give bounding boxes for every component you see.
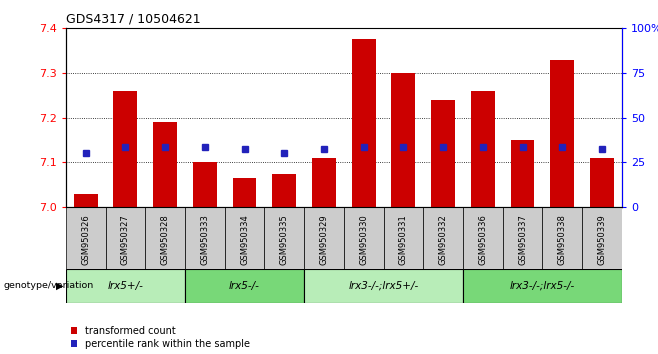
Text: GDS4317 / 10504621: GDS4317 / 10504621 <box>66 13 201 26</box>
Text: GSM950328: GSM950328 <box>161 215 170 265</box>
Bar <box>66 207 105 269</box>
Text: GSM950329: GSM950329 <box>319 215 328 265</box>
Bar <box>463 269 622 303</box>
Text: lrx5-/-: lrx5-/- <box>229 281 260 291</box>
Bar <box>113 91 138 207</box>
Bar <box>145 207 185 269</box>
Bar <box>463 207 503 269</box>
Bar <box>66 269 185 303</box>
Bar <box>105 207 145 269</box>
Text: GSM950332: GSM950332 <box>439 215 447 265</box>
Text: GSM950334: GSM950334 <box>240 215 249 265</box>
Text: GSM950338: GSM950338 <box>558 215 567 266</box>
Bar <box>384 207 423 269</box>
Bar <box>193 162 216 207</box>
Bar <box>343 207 384 269</box>
Bar <box>272 173 296 207</box>
Bar <box>550 59 574 207</box>
Text: GSM950337: GSM950337 <box>518 215 527 266</box>
Bar <box>582 207 622 269</box>
Text: GSM950330: GSM950330 <box>359 215 368 265</box>
Bar <box>233 178 257 207</box>
Text: GSM950331: GSM950331 <box>399 215 408 265</box>
Text: GSM950327: GSM950327 <box>121 215 130 265</box>
Bar <box>503 207 542 269</box>
Text: GSM950335: GSM950335 <box>280 215 289 265</box>
Bar <box>224 207 265 269</box>
Bar <box>542 207 582 269</box>
Text: genotype/variation: genotype/variation <box>3 281 93 290</box>
Bar <box>312 158 336 207</box>
Bar <box>392 73 415 207</box>
Text: lrx3-/-;lrx5+/-: lrx3-/-;lrx5+/- <box>348 281 418 291</box>
Bar <box>423 207 463 269</box>
Bar <box>265 207 304 269</box>
Text: GSM950339: GSM950339 <box>597 215 607 265</box>
Text: GSM950336: GSM950336 <box>478 215 488 266</box>
Bar <box>74 194 97 207</box>
Bar <box>304 207 343 269</box>
Text: ▶: ▶ <box>57 281 64 291</box>
Text: lrx5+/-: lrx5+/- <box>107 281 143 291</box>
Bar <box>153 122 177 207</box>
Bar <box>185 269 304 303</box>
Bar <box>352 40 376 207</box>
Legend: transformed count, percentile rank within the sample: transformed count, percentile rank withi… <box>70 326 250 349</box>
Bar <box>304 269 463 303</box>
Bar <box>431 100 455 207</box>
Text: GSM950333: GSM950333 <box>200 215 209 266</box>
Bar <box>185 207 224 269</box>
Bar <box>471 91 495 207</box>
Bar <box>511 140 534 207</box>
Text: lrx3-/-;lrx5-/-: lrx3-/-;lrx5-/- <box>510 281 575 291</box>
Bar <box>590 158 614 207</box>
Text: GSM950326: GSM950326 <box>81 215 90 265</box>
